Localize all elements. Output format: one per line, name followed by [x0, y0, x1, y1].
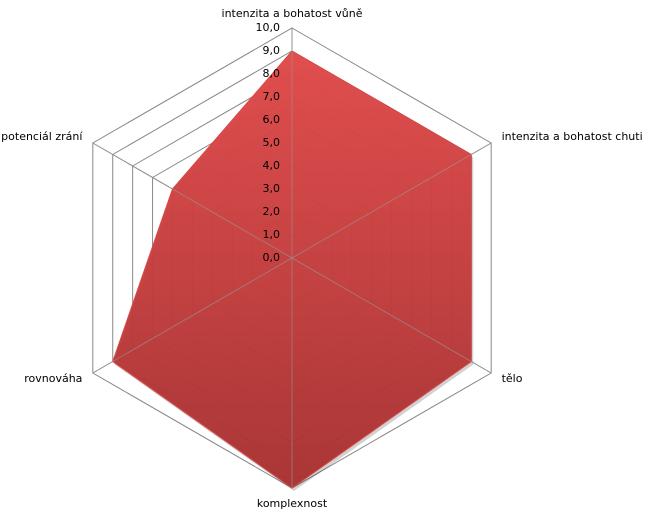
- category-label: tělo: [502, 372, 523, 385]
- spoke-over: [291, 142, 492, 259]
- y-tick-label: 9,0: [263, 44, 281, 57]
- y-tick-label: 2,0: [263, 205, 281, 218]
- y-tick-label: 4,0: [263, 159, 281, 172]
- y-tick-label: 0,0: [263, 251, 281, 264]
- y-tick-label: 10,0: [256, 21, 281, 34]
- y-tick-label: 5,0: [263, 136, 281, 149]
- y-tick-label: 3,0: [263, 182, 281, 195]
- category-label: intenzita a bohatost vůně: [222, 7, 363, 20]
- category-label: intenzita a bohatost chuti: [502, 130, 643, 143]
- spoke-over: [92, 257, 293, 374]
- spoke-over: [92, 142, 293, 259]
- category-label: komplexnost: [257, 497, 328, 510]
- y-tick-label: 6,0: [263, 113, 281, 126]
- y-tick-label: 1,0: [263, 228, 281, 241]
- y-tick-label: 7,0: [263, 90, 281, 103]
- spoke-over: [291, 257, 492, 374]
- y-tick-label: 8,0: [263, 67, 281, 80]
- category-label: rovnováha: [24, 372, 82, 385]
- category-label: potenciál zrání: [1, 130, 83, 143]
